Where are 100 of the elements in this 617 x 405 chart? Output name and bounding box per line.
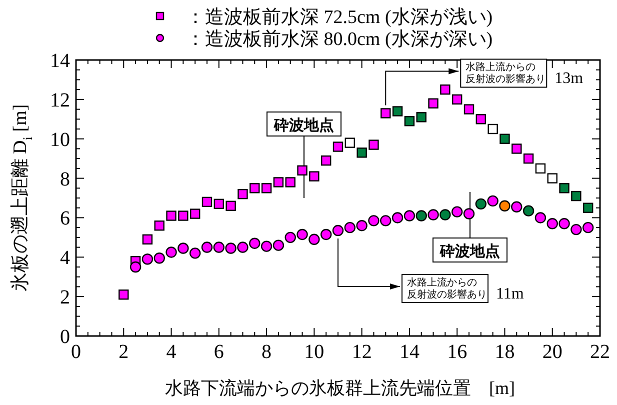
annotation: 砕波地点 — [439, 242, 500, 260]
point — [452, 94, 462, 105]
point — [416, 112, 426, 122]
point — [356, 148, 367, 158]
point — [488, 124, 498, 134]
annotation: 水路上流からの反射波の影響あり — [407, 276, 487, 301]
point — [320, 228, 332, 240]
point — [308, 234, 320, 245]
point — [166, 246, 177, 258]
point — [272, 240, 284, 251]
x-tick-label: 2 — [118, 341, 129, 363]
point — [166, 210, 176, 221]
point — [250, 183, 260, 194]
point — [332, 142, 344, 152]
point — [451, 206, 463, 218]
point — [214, 198, 224, 210]
annotation: 13m — [554, 70, 584, 88]
x-tick-label: 14 — [399, 341, 420, 363]
point — [178, 210, 188, 221]
point — [392, 106, 403, 116]
point — [534, 212, 546, 224]
point — [559, 183, 570, 194]
y-tick-label: 10 — [50, 128, 70, 151]
x-tick-label: 10 — [304, 341, 324, 363]
point — [332, 224, 344, 236]
point — [428, 209, 439, 220]
point — [118, 290, 129, 300]
y-tick-label: 6 — [60, 208, 70, 230]
y-tick-label: 14 — [50, 50, 70, 72]
point — [500, 134, 510, 144]
point — [296, 228, 308, 240]
point — [344, 138, 356, 148]
point — [344, 222, 356, 234]
y-tick-label: 8 — [60, 168, 70, 190]
point — [356, 220, 368, 232]
x-axis-title: 水路下流端からの氷板群上流先端位置 [m] — [165, 378, 515, 398]
point — [512, 144, 522, 154]
x-tick-label: 18 — [494, 341, 515, 363]
point — [238, 188, 248, 200]
y-tick-label: 4 — [60, 247, 70, 270]
x-tick-label: 22 — [590, 341, 610, 363]
point — [380, 108, 391, 118]
point — [511, 201, 522, 212]
point — [260, 240, 272, 252]
point — [273, 177, 284, 188]
point — [547, 173, 558, 184]
point — [213, 242, 225, 253]
legend-label: ：造波板前水深 72.5cm (水深が浅い) — [186, 7, 493, 28]
point — [440, 84, 450, 95]
x-tick-label: 20 — [542, 341, 562, 363]
point — [475, 198, 487, 210]
point — [487, 195, 498, 207]
point — [428, 98, 438, 108]
point — [297, 165, 308, 176]
point — [558, 218, 570, 230]
point — [130, 261, 142, 273]
point — [190, 208, 200, 219]
annotation: 砕波地点 — [273, 116, 334, 134]
x-tick-label: 8 — [262, 341, 272, 363]
point — [189, 248, 201, 259]
point — [404, 210, 416, 222]
point — [464, 104, 474, 114]
point — [201, 242, 213, 253]
point — [392, 212, 404, 224]
point — [582, 202, 594, 213]
point — [226, 200, 236, 211]
point — [249, 238, 260, 249]
point — [142, 234, 153, 244]
point — [237, 242, 248, 253]
point — [463, 208, 475, 220]
point — [546, 218, 558, 230]
y-tick-label: 12 — [50, 89, 70, 112]
point — [261, 183, 272, 194]
point — [368, 140, 379, 150]
point — [178, 242, 189, 254]
point — [154, 220, 164, 231]
point — [309, 171, 320, 182]
annotation: 水路上流からの反射波の影響あり — [466, 61, 546, 86]
point — [285, 177, 296, 188]
point — [320, 155, 332, 166]
point — [284, 232, 296, 244]
x-tick-label: 12 — [352, 341, 372, 363]
point — [142, 254, 154, 265]
point — [570, 224, 582, 236]
point — [202, 196, 212, 208]
x-tick-label: 4 — [166, 341, 176, 363]
point — [440, 209, 451, 220]
x-tick-label: 6 — [214, 341, 224, 363]
point — [380, 215, 392, 226]
point — [522, 205, 534, 216]
point — [225, 242, 236, 254]
legend-label: ：造波板前水深 80.0cm (水深が深い) — [186, 29, 493, 50]
point — [582, 222, 594, 234]
point — [571, 190, 582, 202]
x-tick-label: 16 — [447, 341, 468, 363]
point — [476, 114, 486, 124]
annotation: 11m — [496, 286, 524, 303]
point — [499, 200, 510, 212]
y-tick-label: 2 — [60, 286, 70, 309]
point — [368, 215, 380, 226]
